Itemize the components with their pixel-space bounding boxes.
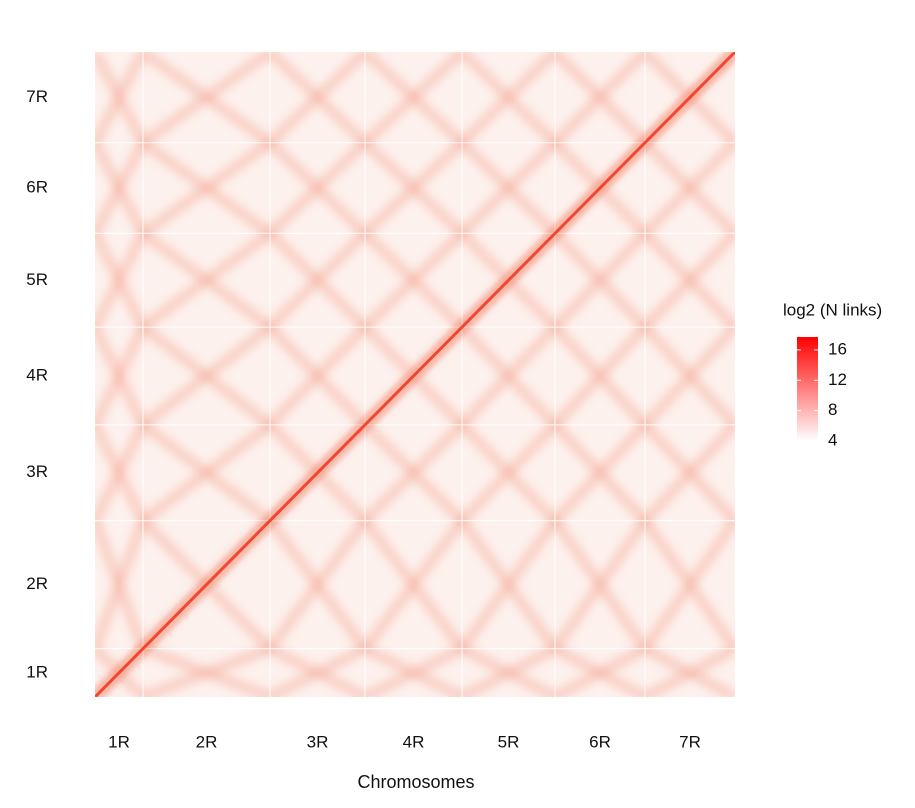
block-pattern: [458, 52, 559, 146]
block-pattern: [141, 644, 272, 697]
colorbar-tick-label: 4: [828, 430, 837, 449]
x-tick-label: 4R: [403, 732, 425, 751]
heatmap: [95, 52, 735, 697]
block-pattern: [642, 644, 735, 697]
block-pattern: [140, 52, 273, 147]
block-pattern: [95, 231, 148, 330]
block-pattern: [95, 519, 148, 651]
block-pattern: [266, 52, 369, 146]
block-pattern: [551, 421, 649, 524]
colorbar-tick-label: 8: [828, 400, 837, 419]
block-pattern: [95, 52, 147, 145]
block-pattern: [458, 324, 559, 428]
block-pattern: [140, 139, 273, 238]
block-pattern: [641, 324, 735, 428]
block-pattern: [641, 518, 735, 652]
block-pattern: [361, 139, 466, 237]
block-pattern: [551, 324, 649, 428]
y-tick-label: 5R: [26, 270, 48, 289]
block-pattern: [641, 139, 735, 237]
x-tick-label: 7R: [679, 732, 701, 751]
block-pattern: [266, 517, 369, 652]
colorbar: [797, 337, 818, 441]
block-pattern: [551, 230, 649, 331]
block-pattern: [266, 323, 369, 429]
y-tick-label: 1R: [26, 662, 48, 681]
block-pattern: [266, 230, 369, 331]
block-pattern: [267, 644, 368, 697]
diagonal: [95, 52, 735, 697]
colorbar-tick-label: 16: [828, 339, 847, 358]
colorbar-tick-label: 12: [828, 370, 847, 389]
block-pattern: [361, 52, 466, 146]
block-pattern: [140, 421, 273, 525]
x-tick-label: 5R: [498, 732, 520, 751]
block-pattern: [551, 52, 649, 146]
block-pattern: [551, 518, 649, 652]
block-pattern: [458, 139, 559, 237]
block-pattern: [361, 230, 466, 331]
block-pattern: [140, 229, 273, 331]
y-tick-label: 2R: [26, 574, 48, 593]
block-pattern: [361, 517, 466, 652]
x-tick-label: 1R: [108, 732, 130, 751]
block-pattern: [459, 644, 558, 697]
x-axis-title: Chromosomes: [357, 772, 474, 792]
block-pattern: [641, 230, 735, 331]
block-pattern: [95, 140, 147, 236]
legend-title: log2 (N links): [783, 300, 882, 319]
block-pattern: [266, 139, 369, 237]
block-pattern: [95, 422, 148, 523]
x-tick-label: 3R: [307, 732, 329, 751]
block-pattern: [458, 517, 559, 652]
y-tick-label: 6R: [26, 178, 48, 197]
block-pattern: [458, 421, 559, 524]
x-tick-label: 2R: [196, 732, 218, 751]
block-pattern: [361, 421, 466, 524]
block-pattern: [641, 421, 735, 524]
block-pattern: [140, 323, 273, 429]
block-pattern: [95, 325, 148, 427]
block-pattern: [362, 644, 465, 697]
x-tick-label: 6R: [589, 732, 611, 751]
y-tick-label: 4R: [26, 365, 48, 384]
y-tick-label: 3R: [26, 462, 48, 481]
block-pattern: [552, 644, 648, 697]
y-tick-label: 7R: [26, 87, 48, 106]
